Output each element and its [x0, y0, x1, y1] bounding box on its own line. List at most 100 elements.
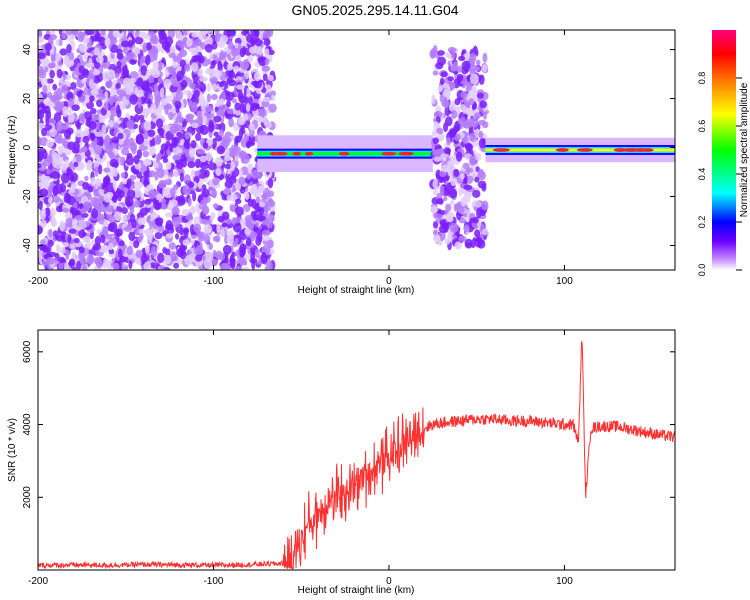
heatmap-cell	[206, 112, 215, 119]
heatmap-cell	[443, 195, 448, 202]
spectrogram-y-tick-label: -20	[22, 189, 33, 204]
heatmap-cell	[243, 133, 248, 141]
heatmap-cell	[41, 260, 48, 266]
heatmap-cell	[102, 55, 108, 63]
heatmap-cell	[53, 112, 62, 123]
heatmap-cell	[482, 64, 488, 73]
heatmap-cell	[460, 197, 467, 207]
heatmap-cell	[134, 30, 141, 40]
heatmap-cell	[110, 151, 115, 162]
heatmap-cell	[100, 244, 108, 254]
heatmap-cell	[442, 89, 451, 98]
heatmap-cell	[229, 257, 236, 264]
heatmap-cell	[91, 208, 99, 219]
heatmap-cell	[150, 103, 157, 111]
heatmap-cell	[263, 115, 268, 126]
heatmap-cell	[476, 207, 482, 219]
heatmap-cell	[203, 259, 213, 270]
heatmap-cell	[38, 65, 44, 73]
heatmap-cell	[68, 260, 75, 267]
heatmap-cell	[168, 242, 177, 250]
heatmap-cell	[236, 84, 245, 90]
heatmap-cell	[153, 162, 160, 169]
heatmap-cell	[45, 117, 50, 126]
heatmap-cell	[251, 98, 259, 104]
heatmap-cell	[439, 185, 445, 197]
heatmap-cell	[86, 254, 95, 265]
heatmap-cell	[223, 187, 231, 196]
snr-frame	[37, 329, 676, 571]
heatmap-cell	[253, 30, 260, 39]
heatmap-cell	[68, 228, 77, 234]
colorbar-gradient	[712, 30, 736, 270]
heatmap-cell	[176, 31, 183, 41]
heatmap-cell	[469, 155, 477, 161]
heatmap-cell	[112, 56, 118, 65]
heatmap-cell	[225, 91, 234, 102]
heatmap-cell	[432, 189, 439, 195]
heatmap-cell	[208, 242, 213, 251]
heatmap-cell	[145, 54, 151, 66]
heatmap-cell	[437, 147, 444, 155]
heatmap-cell	[69, 243, 76, 250]
heatmap-cell	[443, 223, 449, 234]
heatmap-cell	[98, 164, 103, 175]
spectrogram-x-tick-label: 0	[386, 276, 392, 287]
heatmap-cell	[179, 226, 184, 236]
heatmap-cell	[238, 168, 243, 178]
heatmap-cell	[244, 214, 253, 224]
spectrogram-y-axis-label: Frequency (Hz)	[7, 116, 18, 185]
heatmap-cell	[212, 249, 217, 258]
heatmap-cell	[129, 213, 136, 223]
heatmap-cell	[95, 55, 104, 64]
heatmap-cell	[459, 173, 465, 180]
heatmap-cell	[474, 236, 483, 248]
heatmap-cell	[192, 191, 197, 202]
heatmap-cell	[65, 127, 74, 135]
heatmap-cell	[173, 262, 180, 269]
heatmap-cell	[133, 113, 140, 123]
heatmap-cell	[482, 111, 487, 120]
spectrogram-x-tick-label: 100	[556, 276, 573, 287]
heatmap-cell	[479, 100, 488, 109]
heatmap-cell	[83, 201, 92, 209]
heatmap-cell	[474, 229, 481, 238]
heatmap-cell	[60, 172, 70, 184]
heatmap-cell	[133, 154, 140, 165]
heatmap-cell	[230, 148, 239, 157]
heatmap-cell	[261, 65, 271, 72]
heatmap-cell	[126, 119, 135, 130]
heatmap-cell	[258, 232, 263, 243]
heatmap-cell	[465, 101, 470, 109]
snr-y-tick-label: 4000	[22, 413, 33, 436]
heatmap-cell	[92, 69, 101, 76]
heatmap-cell	[176, 131, 183, 138]
heatmap-cell	[234, 249, 241, 257]
heatmap-cell	[259, 201, 266, 208]
heatmap-cell	[175, 104, 180, 113]
heatmap-cell	[190, 62, 199, 73]
heatmap-cell	[96, 99, 103, 107]
heatmap-cell	[190, 104, 198, 113]
heatmap-cell	[473, 216, 479, 224]
heatmap-cell	[77, 31, 85, 43]
heatmap-cell	[149, 262, 156, 269]
heatmap-cell	[256, 116, 264, 123]
heatmap-cell	[226, 108, 234, 115]
heatmap-cell	[241, 266, 250, 270]
heatmap-cell	[150, 45, 159, 56]
heatmap-cell	[208, 178, 213, 188]
heatmap-cell	[160, 97, 169, 106]
heatmap-cell	[212, 203, 219, 209]
heatmap-peak	[400, 151, 410, 156]
heatmap-cell	[257, 46, 263, 56]
heatmap-cell	[215, 168, 222, 177]
heatmap-cell	[432, 137, 440, 145]
heatmap-cell	[190, 169, 195, 179]
spectrogram-x-tick-label: -200	[28, 276, 48, 287]
heatmap-cell	[250, 102, 258, 112]
heatmap-cell	[73, 161, 79, 168]
heatmap-cell	[158, 264, 165, 270]
heatmap-cell	[244, 95, 253, 106]
heatmap-cell	[237, 116, 246, 126]
